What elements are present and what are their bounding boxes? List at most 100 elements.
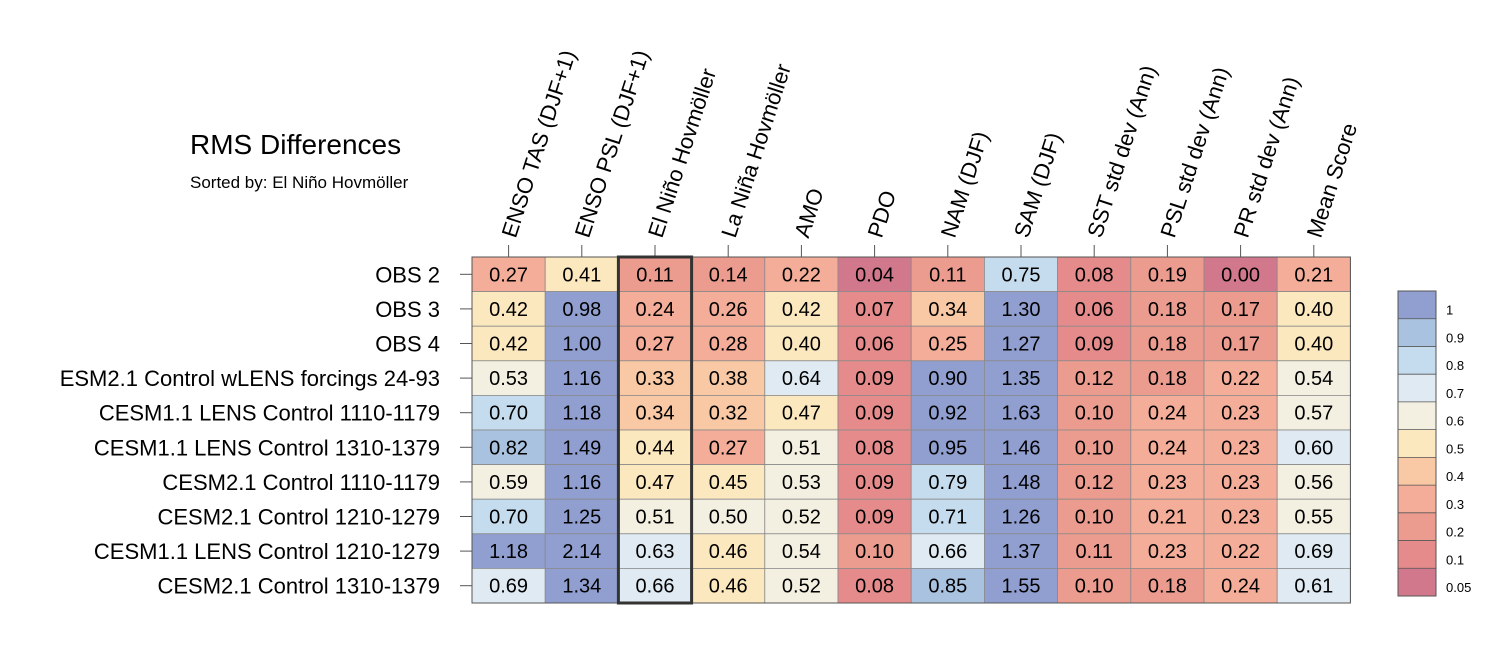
cell-value: 0.34 bbox=[928, 299, 967, 321]
cell-value: 0.14 bbox=[709, 264, 748, 286]
heatmap-cell bbox=[984, 533, 1059, 569]
heatmap-cell bbox=[471, 429, 546, 465]
cell-value: 0.42 bbox=[489, 334, 528, 356]
heatmap-cell bbox=[1203, 464, 1278, 500]
cell-value: 0.69 bbox=[489, 576, 528, 598]
cell-value: 0.38 bbox=[709, 368, 748, 390]
grid-border bbox=[471, 256, 1351, 604]
cell-value: 0.09 bbox=[1075, 334, 1114, 356]
heatmap-cell bbox=[691, 429, 766, 465]
cell-value: 0.79 bbox=[928, 472, 967, 494]
cell-value: 0.24 bbox=[1148, 403, 1187, 425]
heatmap-cell bbox=[1203, 533, 1278, 569]
cell-value: 1.25 bbox=[562, 507, 601, 529]
cell-value: 0.23 bbox=[1221, 437, 1260, 459]
cell-value: 0.10 bbox=[1075, 576, 1114, 598]
cell-value: 0.75 bbox=[1002, 264, 1041, 286]
cell-value: 0.53 bbox=[782, 472, 821, 494]
cell-value: 0.10 bbox=[855, 541, 894, 563]
cell-value: 0.45 bbox=[709, 472, 748, 494]
chart-subtitle: Sorted by: El Niño Hovmöller bbox=[190, 173, 409, 192]
cell-value: 1.16 bbox=[562, 472, 601, 494]
cell-value: 1.49 bbox=[562, 437, 601, 459]
cell-value: 0.18 bbox=[1148, 368, 1187, 390]
cell-value: 0.85 bbox=[928, 576, 967, 598]
cell-value: 0.11 bbox=[929, 264, 966, 286]
color-legend: 1 0.9 0.8 0.7 0.6 0.5 0.4 0.3 0.2 0.1 0.05 bbox=[1397, 290, 1471, 597]
cell-value: 0.52 bbox=[782, 507, 821, 529]
cell-value: 1.37 bbox=[1002, 541, 1041, 563]
legend-tick-label: 0.5 bbox=[1446, 441, 1464, 456]
cell-value: 0.40 bbox=[782, 334, 821, 356]
chart-title: RMS Differences bbox=[190, 129, 401, 160]
heatmap-cell bbox=[1130, 498, 1205, 535]
row-label: OBS 2 bbox=[375, 262, 440, 287]
cell-value: 0.08 bbox=[855, 576, 894, 598]
column-label: Mean Score bbox=[1302, 120, 1362, 241]
cell-value: 1.27 bbox=[1002, 334, 1041, 356]
legend-tick-label: 0.2 bbox=[1446, 525, 1464, 540]
cell-value: 0.40 bbox=[1294, 334, 1333, 356]
cell-value: 0.09 bbox=[855, 368, 894, 390]
cell-value: 1.35 bbox=[1002, 368, 1041, 390]
cell-value: 0.24 bbox=[636, 299, 675, 321]
heatmap-cell bbox=[910, 464, 985, 500]
legend-swatch bbox=[1398, 429, 1436, 458]
cell-value: 0.23 bbox=[1221, 472, 1260, 494]
cell-value: 0.63 bbox=[636, 541, 675, 563]
heatmap-cell bbox=[471, 256, 546, 292]
legend-tick-label: 0.1 bbox=[1446, 552, 1464, 567]
heatmap-cell bbox=[764, 464, 839, 500]
cell-value: 0.10 bbox=[1075, 403, 1114, 425]
heatmap-cell bbox=[764, 325, 839, 362]
heatmap-cell bbox=[1276, 498, 1351, 535]
cell-value: 0.25 bbox=[928, 334, 967, 356]
legend-swatch bbox=[1398, 568, 1436, 596]
heatmap-cell bbox=[691, 568, 766, 604]
column-label: SST std dev (Ann) bbox=[1082, 62, 1161, 240]
heatmap-cell bbox=[471, 498, 546, 535]
column-label: SAM (DJF) bbox=[1009, 129, 1066, 240]
cell-value: 0.23 bbox=[1221, 507, 1260, 529]
column-label: PSL std dev (Ann) bbox=[1155, 64, 1234, 241]
legend-swatch bbox=[1398, 485, 1436, 513]
heatmap-cell bbox=[691, 498, 766, 535]
cell-value: 0.09 bbox=[855, 507, 894, 529]
heatmap-cell bbox=[837, 464, 912, 500]
column-label: La Niña Hovmöller bbox=[716, 61, 796, 241]
heatmap-cell bbox=[471, 533, 546, 569]
heatmap-cell bbox=[691, 533, 766, 569]
cell-value: 0.06 bbox=[1075, 299, 1114, 321]
cell-value: 0.17 bbox=[1221, 334, 1260, 356]
heatmap-cell bbox=[1130, 360, 1205, 396]
heatmap-cell bbox=[471, 360, 546, 396]
cell-value: 0.00 bbox=[1221, 264, 1260, 286]
cell-value: 0.59 bbox=[489, 472, 528, 494]
cell-value: 1.16 bbox=[562, 368, 601, 390]
legend-tick-label: 0.6 bbox=[1446, 414, 1464, 429]
heatmap-cell bbox=[910, 568, 985, 604]
cell-value: 0.18 bbox=[1148, 334, 1187, 356]
heatmap-cell bbox=[1203, 394, 1278, 431]
cell-value: 0.69 bbox=[1294, 541, 1333, 563]
cell-value: 0.46 bbox=[709, 576, 748, 598]
cell-value: 0.33 bbox=[636, 368, 675, 390]
cell-value: 0.23 bbox=[1221, 403, 1260, 425]
cell-value: 0.26 bbox=[709, 299, 748, 321]
cell-value: 0.92 bbox=[928, 403, 967, 425]
cell-value: 0.47 bbox=[636, 472, 675, 494]
column-label: PDO bbox=[863, 187, 902, 240]
heatmap-cell bbox=[910, 360, 985, 396]
heatmap-cell bbox=[544, 533, 619, 569]
cell-value: 0.27 bbox=[636, 334, 675, 356]
heatmap-cell bbox=[544, 464, 619, 500]
heatmap-cell bbox=[910, 533, 985, 569]
cell-value: 0.56 bbox=[1294, 472, 1333, 494]
heatmap-cell bbox=[837, 429, 912, 465]
legend-swatch bbox=[1398, 291, 1436, 319]
heatmap-cell bbox=[837, 256, 912, 292]
heatmap-cell bbox=[1130, 429, 1205, 465]
cell-value: 0.12 bbox=[1075, 472, 1114, 494]
cell-value: 1.00 bbox=[562, 334, 601, 356]
cell-value: 1.46 bbox=[1002, 437, 1041, 459]
